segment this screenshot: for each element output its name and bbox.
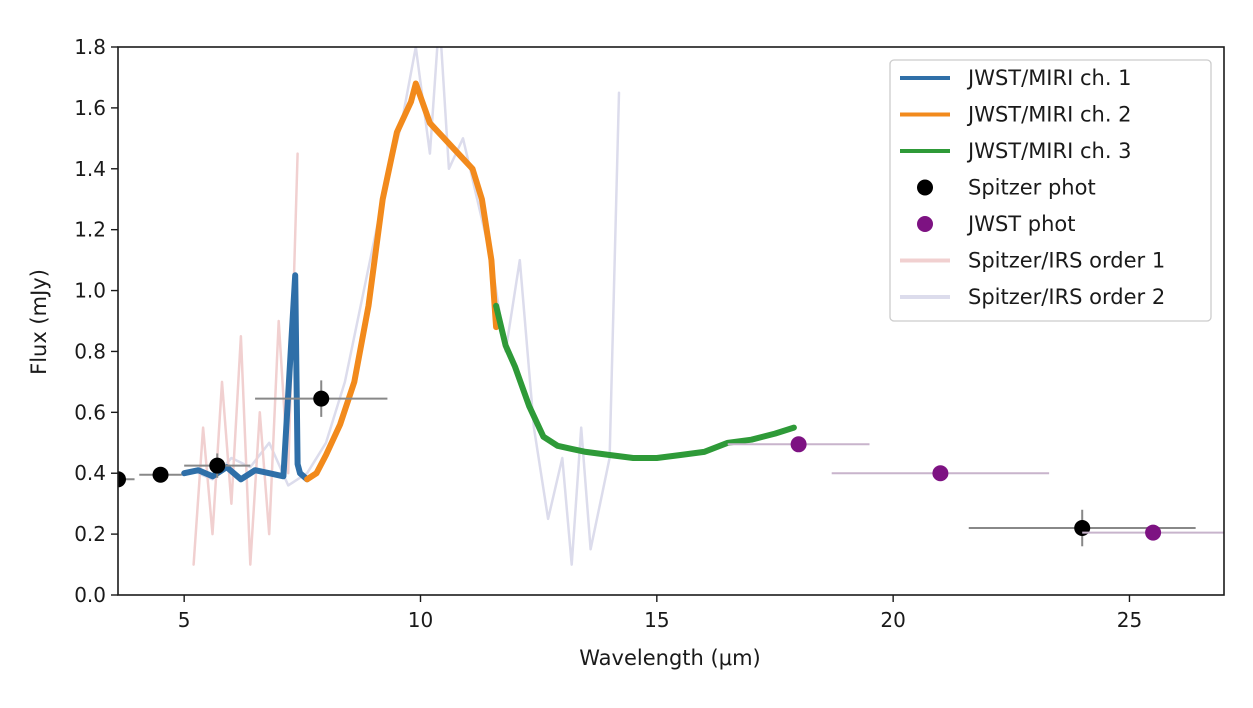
- y-tick-label: 1.4: [74, 157, 106, 181]
- legend-label-spitzer-irs-order-2: Spitzer/IRS order 2: [968, 285, 1165, 309]
- x-tick-label: 15: [644, 608, 669, 632]
- y-tick-label: 0.0: [74, 583, 106, 607]
- x-tick-label: 5: [178, 608, 191, 632]
- data-point-spitzer-phot: [209, 457, 226, 474]
- legend-label-jwst-miri-ch-2: JWST/MIRI ch. 2: [966, 103, 1132, 127]
- y-tick-label: 0.4: [74, 461, 106, 485]
- data-point-jwst-phot: [1145, 524, 1162, 541]
- legend-label-jwst-miri-ch-3: JWST/MIRI ch. 3: [966, 139, 1132, 163]
- plot-area: [118, 47, 1224, 566]
- legend-label-jwst-phot: JWST phot: [966, 212, 1076, 236]
- y-tick-label: 0.2: [74, 522, 106, 546]
- data-point-spitzer-phot: [1074, 520, 1091, 537]
- legend-label-spitzer-irs-order-1: Spitzer/IRS order 1: [968, 249, 1165, 273]
- legend-box: [889, 59, 1212, 322]
- plot-frame: [117, 46, 1225, 596]
- data-point-spitzer-phot: [313, 390, 330, 407]
- x-tick-label: 10: [408, 608, 433, 632]
- y-tick-label: 0.6: [74, 400, 106, 424]
- y-tick-label: 0.8: [74, 339, 106, 363]
- x-tick-label: 25: [1117, 608, 1142, 632]
- data-point-spitzer-phot: [118, 471, 126, 488]
- series-line-jwst-miri-ch-3: [493, 302, 797, 461]
- axes: 5 10 15 20 25 0.0 0.2 0.4 0.6 0.8 1.0 1.2 1.4 1.6 1.8: [74, 35, 1225, 632]
- series-line-jwst-miri-ch-2: [304, 80, 500, 483]
- legend: JWST/MIRI ch. 1 JWST/MIRI ch. 2 JWST/MIRI …: [889, 59, 1212, 322]
- legend-label-spitzer-phot: Spitzer phot: [968, 176, 1096, 200]
- x-axis-title: Wavelength (μm): [579, 646, 760, 670]
- data-point-spitzer-phot: [152, 466, 169, 483]
- y-tick-label: 1.8: [74, 35, 106, 59]
- y-tick-label: 1.0: [74, 279, 106, 303]
- legend-marker-spitzer-phot: [917, 179, 933, 196]
- legend-label-jwst-miri-ch-1: JWST/MIRI ch. 1: [966, 66, 1132, 90]
- y-tick-label: 1.6: [74, 96, 106, 120]
- data-point-jwst-phot: [932, 465, 949, 482]
- legend-marker-jwst-phot: [917, 216, 933, 232]
- y-axis-title: Flux (mJy): [27, 269, 51, 375]
- series-line-jwst-miri-ch-1: [181, 272, 311, 483]
- data-point-jwst-phot: [790, 436, 807, 453]
- x-tick-label: 20: [880, 608, 905, 632]
- y-tick-label: 1.2: [74, 218, 106, 242]
- series-line-spitzer-irs-order-1: [192, 152, 299, 566]
